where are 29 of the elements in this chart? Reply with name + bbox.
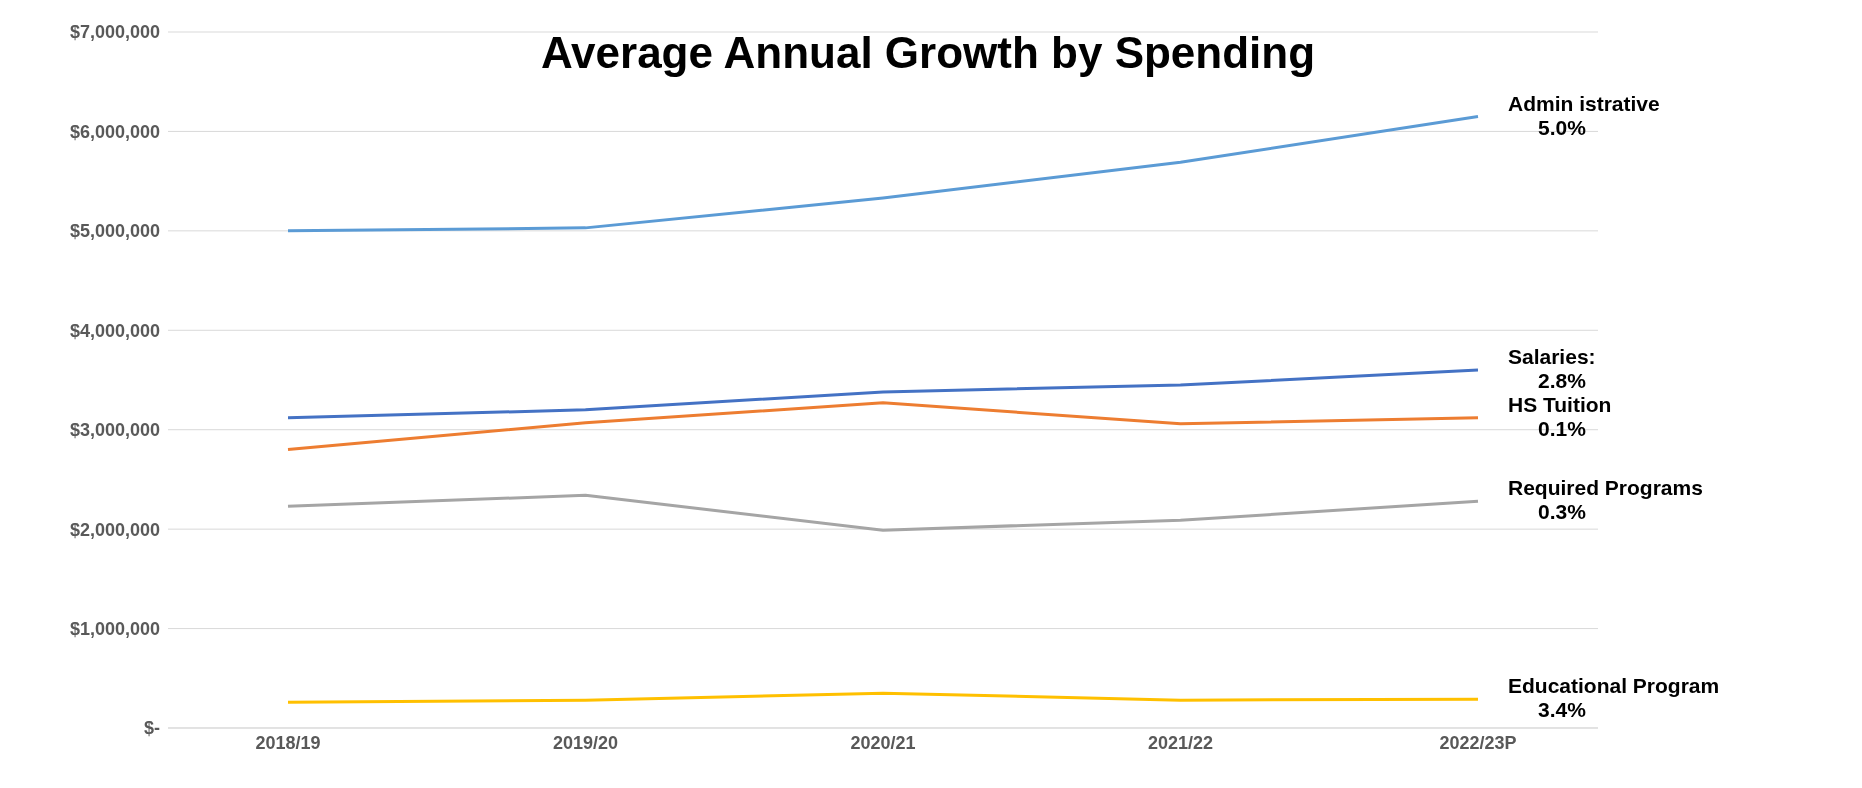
series-label: HS Tuition (1508, 392, 1612, 416)
y-tick-label: $3,000,000 (69, 420, 160, 441)
series-label: Educational Program (1508, 674, 1720, 698)
series-label: Admin istrative (1508, 91, 1660, 115)
annotation: 0.1% (1538, 416, 1587, 440)
annotation: 5.0% (1538, 115, 1587, 139)
annotation: 0.3% (1538, 500, 1587, 524)
series-label: Salaries: (1508, 345, 1596, 369)
line-series (286, 691, 1480, 704)
x-tick-label: 2019/20 (552, 732, 619, 753)
y-tick-label: $7,000,000 (69, 22, 160, 43)
y-tick-label: $2,000,000 (69, 519, 160, 540)
x-tick-label: 2021/22 (1147, 732, 1214, 753)
line-series (286, 401, 1480, 452)
series-label: Required Programs (1508, 476, 1703, 500)
x-tick-label: 2022/23P (1439, 732, 1517, 753)
annotation: 3.4% (1538, 698, 1587, 722)
y-tick-label: $4,000,000 (69, 320, 160, 341)
x-tick-label: 2018/19 (255, 732, 321, 753)
y-tick-label: $5,000,000 (69, 221, 160, 242)
line-series (286, 115, 1480, 233)
line-series (286, 493, 1480, 532)
y-tick-label: $- (143, 718, 160, 739)
y-tick-label: $6,000,000 (69, 121, 160, 142)
y-tick-label: $1,000,000 (69, 618, 160, 639)
x-tick-label: 2020/21 (850, 732, 916, 753)
chart-title: Average Annual Growth by Spending (540, 28, 1316, 77)
annotation: 2.8% (1538, 369, 1587, 393)
line-series (286, 368, 1480, 420)
